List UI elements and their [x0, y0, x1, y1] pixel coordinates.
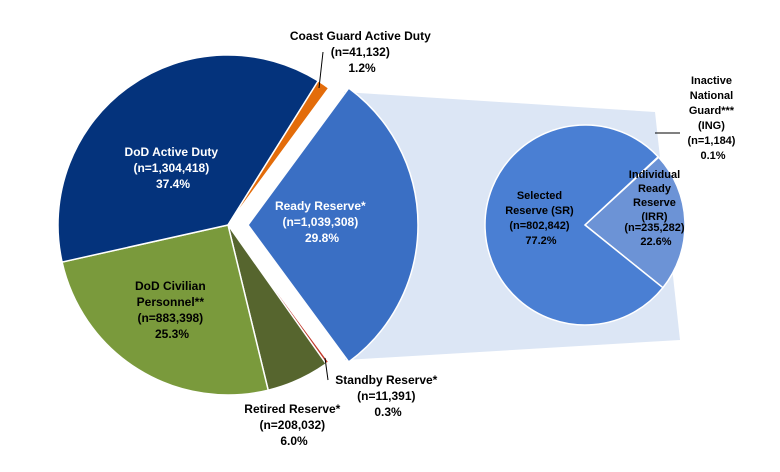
irr-percent: 22.6% — [640, 236, 671, 248]
retired-reserve-count: (n=208,032) — [259, 418, 325, 432]
civilian-label-line1: DoD Civilian — [135, 279, 206, 293]
ing-percent: 0.1% — [700, 150, 725, 162]
civilian-count: (n=883,398) — [137, 311, 203, 325]
ready-reserve-percent: 29.8% — [305, 231, 339, 245]
active-duty-percent: 37.4% — [156, 177, 190, 191]
svg-text:DoD Civilian Personnel**: DoD Civilian Personnel** (n=883,398) 25.… — [135, 279, 209, 341]
ing-label-line3: Guard*** — [689, 105, 735, 117]
selected-reserve-count: (n=802,842) — [509, 220, 570, 232]
pie-slice-coast-guard-active-duty — [227, 79, 330, 226]
pie-slice-dod-civilian-personnel — [61, 224, 270, 396]
main-pie — [57, 54, 419, 396]
civilian-label-line2: Personnel** — [137, 295, 205, 309]
civilian-percent: 25.3% — [155, 327, 189, 341]
active-duty-label: DoD Active Duty — [125, 145, 219, 159]
irr-label-line3: Reserve — [633, 197, 676, 209]
retired-reserve-percent: 6.0% — [280, 434, 308, 448]
active-duty-count: (n=1,304,418) — [133, 161, 209, 175]
svg-text:Individual Ready Reser: Individual Ready Reserve (IRR) (n=235,28… — [624, 169, 687, 248]
coast-guard-percent: 1.2% — [348, 61, 376, 75]
coast-guard-leader-line — [318, 51, 324, 89]
ing-label-line1: Inactive — [691, 75, 732, 87]
standby-reserve-count: (n=11,391) — [357, 389, 415, 403]
secondary-pie — [484, 124, 686, 326]
ing-label-line2: National — [690, 90, 733, 102]
svg-text:Standby Reserve* (n=11,391: Standby Reserve* (n=11,391) 0.3% — [335, 373, 440, 419]
selected-reserve-percent: 77.2% — [525, 235, 556, 247]
retired-reserve-label: Retired Reserve* — [244, 402, 340, 416]
pie-slice-ready-reserve — [247, 87, 419, 363]
svg-text:Retired Reserve* (n=208,03: Retired Reserve* (n=208,032) 6.0% — [244, 402, 343, 448]
irr-label-line2: Ready — [638, 183, 672, 195]
ing-count: (n=1,184) — [687, 135, 735, 147]
irr-count: (n=235,282) — [624, 222, 685, 234]
irr-label-line4: (IRR) — [641, 211, 668, 223]
pie-slice-selected-reserve-sr — [484, 124, 664, 326]
svg-text:Ready Reserve* (n=1,039,30: Ready Reserve* (n=1,039,308) 29.8% — [275, 199, 369, 245]
coast-guard-count: (n=41,132) — [331, 45, 390, 59]
pie-slice-dod-active-duty — [57, 54, 320, 263]
svg-text:Coast Guard Active Duty (n: Coast Guard Active Duty (n=41,132) 1.2% — [290, 29, 434, 75]
svg-text:Inactive National Guar: Inactive National Guard*** (ING) (n=1,18… — [687, 75, 738, 162]
ing-label-line4: (ING) — [698, 120, 725, 132]
coast-guard-label: Coast Guard Active Duty — [290, 29, 431, 43]
ready-reserve-label: Ready Reserve* — [275, 199, 366, 213]
svg-text:Selected Reserve (SR): Selected Reserve (SR) (n=802,842) 77.2% — [505, 190, 577, 247]
ready-reserve-count: (n=1,039,308) — [282, 215, 358, 229]
standby-reserve-label: Standby Reserve* — [335, 373, 437, 387]
selected-reserve-label-line1: Selected — [517, 190, 562, 202]
standby-leader-line — [324, 357, 329, 381]
irr-label-line1: Individual — [629, 169, 680, 181]
selected-reserve-label-line2: Reserve (SR) — [505, 205, 574, 217]
pie-slice-individual-ready-reserve-irr — [583, 156, 686, 289]
standby-reserve-percent: 0.3% — [374, 405, 402, 419]
svg-text:DoD Active Duty (n=1,304,4: DoD Active Duty (n=1,304,418) 37.4% — [125, 145, 222, 191]
